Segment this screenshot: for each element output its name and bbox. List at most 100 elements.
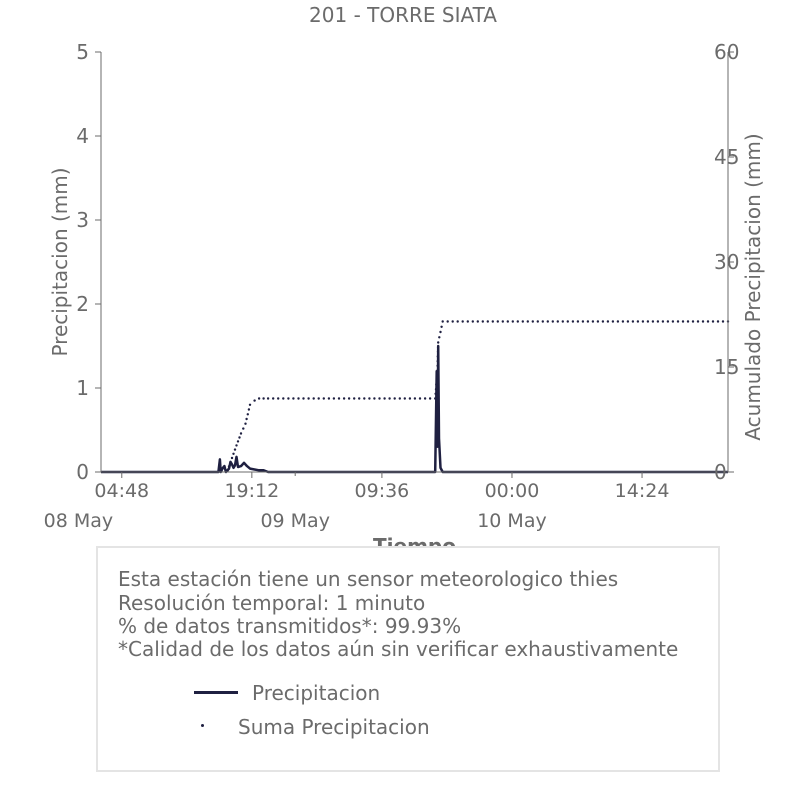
info-transmitted: % de datos transmitidos*: 99.93% xyxy=(118,614,462,638)
series-suma-point xyxy=(691,320,695,323)
series-suma-point xyxy=(235,444,238,447)
series-suma-point xyxy=(461,320,464,323)
series-suma-point xyxy=(437,341,440,344)
info-sensor: Esta estación tiene un sensor meteorolog… xyxy=(118,567,619,591)
series-suma-point xyxy=(651,320,655,323)
series-suma-point xyxy=(307,397,310,400)
series-suma-point xyxy=(481,320,484,323)
series-suma-point xyxy=(686,320,690,323)
series-suma-point xyxy=(238,436,241,439)
series-suma-point xyxy=(434,392,437,395)
series-suma-point xyxy=(681,320,685,323)
series-suma-point xyxy=(403,397,406,400)
series-suma-point xyxy=(257,397,261,400)
y2-tick-label: 0 xyxy=(714,460,727,484)
series-suma-point xyxy=(368,397,371,400)
series-suma-point xyxy=(253,399,256,402)
series-suma-point xyxy=(229,461,232,464)
series-suma-point xyxy=(721,320,725,323)
series-suma-point xyxy=(631,320,635,323)
series-suma-point xyxy=(436,364,439,367)
series-suma-point xyxy=(511,320,514,323)
series-suma-point xyxy=(466,320,469,323)
y-tick-label: 2 xyxy=(76,292,89,316)
series-suma-point xyxy=(317,397,320,400)
series-suma-point xyxy=(471,320,474,323)
series-suma-point xyxy=(456,320,459,323)
series-suma-point xyxy=(428,397,432,400)
series-suma-point xyxy=(292,397,295,400)
series-suma-point xyxy=(556,320,559,323)
series-suma-point xyxy=(496,320,499,323)
series-suma-point xyxy=(327,397,331,400)
y-tick-label: 5 xyxy=(76,40,89,64)
x-tick-label: 00:00 xyxy=(485,480,540,502)
series-suma-point xyxy=(486,320,489,323)
series-suma-point xyxy=(277,397,280,400)
x-tick-label: 14:24 xyxy=(615,480,670,502)
series-suma-point xyxy=(312,397,315,400)
series-suma-point xyxy=(262,397,265,400)
legend-precip-swatch xyxy=(194,691,238,694)
series-suma-point xyxy=(626,320,630,323)
series-suma-point xyxy=(337,397,341,400)
series-suma-point xyxy=(616,320,620,323)
series-suma-point xyxy=(413,397,417,400)
series-suma-point xyxy=(438,336,441,339)
series-suma-point xyxy=(436,369,439,372)
series-suma-point xyxy=(561,320,564,323)
series-suma-point xyxy=(233,448,237,451)
info-resolution: Resolución temporal: 1 minuto xyxy=(118,591,426,615)
series-suma-point xyxy=(383,397,386,400)
series-suma-point xyxy=(302,397,305,400)
series-suma-point xyxy=(621,320,625,323)
series-suma-point xyxy=(246,413,249,416)
series-suma-point xyxy=(418,397,422,400)
series-suma-point xyxy=(586,320,590,323)
series-suma-point xyxy=(227,465,231,468)
series-suma-point xyxy=(363,397,366,400)
series-suma-point xyxy=(388,397,391,400)
series-suma-point xyxy=(423,397,427,400)
series-suma-point xyxy=(546,320,549,323)
series-suma-point xyxy=(332,397,336,400)
series-suma-point xyxy=(706,320,710,323)
series-suma-point xyxy=(439,330,442,334)
series-suma-point xyxy=(551,320,554,323)
series-suma-point xyxy=(676,320,680,323)
series-suma-point xyxy=(287,397,290,400)
series-suma-point xyxy=(661,320,665,323)
series-suma-point xyxy=(378,397,381,400)
y-tick-label: 3 xyxy=(76,208,89,232)
legend-sum-swatch xyxy=(201,724,204,727)
series-suma-point xyxy=(440,325,443,328)
series-suma-point xyxy=(245,417,248,421)
x-tick-label: 09:36 xyxy=(355,480,410,502)
series-suma-point xyxy=(236,440,240,443)
series-suma-point xyxy=(606,320,610,323)
series-suma-point xyxy=(435,374,439,377)
series-suma-point xyxy=(436,355,439,358)
legend-sum-label: Suma Precipitacion xyxy=(238,715,430,739)
series-suma-point xyxy=(506,320,509,323)
series-suma-point xyxy=(434,397,437,400)
series-suma-point xyxy=(591,320,595,323)
series-suma-point xyxy=(266,397,270,400)
series-suma-point xyxy=(436,360,439,363)
series-suma-point xyxy=(716,320,720,323)
series-suma-point xyxy=(353,397,356,400)
series-suma-point xyxy=(297,397,300,400)
series-suma-point xyxy=(601,320,605,323)
series-suma-point xyxy=(491,320,494,323)
series-precipitacion-line xyxy=(101,344,728,474)
x-date-label: 08 May xyxy=(44,510,114,532)
y2-tick-label: 60 xyxy=(714,40,739,64)
y-tick-label: 1 xyxy=(76,376,89,400)
series-suma-point xyxy=(696,320,700,323)
y-tick-label: 0 xyxy=(76,460,89,484)
series-suma-point xyxy=(342,397,346,400)
info-box: Esta estación tiene un sensor meteorolog… xyxy=(96,546,720,772)
series-suma-point xyxy=(531,320,534,323)
series-suma-point xyxy=(501,320,504,323)
